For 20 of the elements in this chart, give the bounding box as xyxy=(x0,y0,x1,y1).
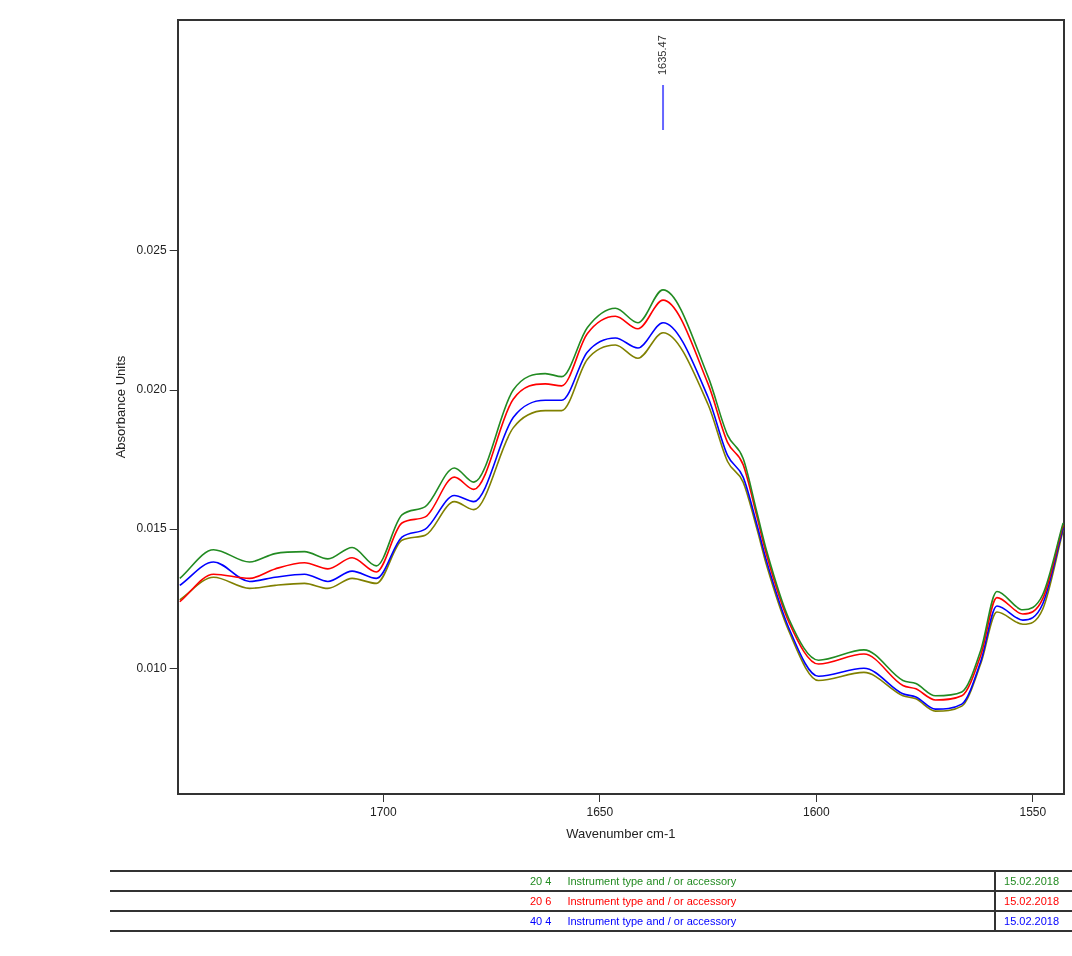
y-tick-label: 0.020 xyxy=(136,382,167,397)
text: 20 4 xyxy=(110,871,560,891)
y-tick-label: 0.015 xyxy=(136,521,167,536)
x-axis-title: Wavenumber cm-1 xyxy=(566,825,676,841)
x-tick-label: 1550 xyxy=(1019,804,1047,819)
text: Instrument type and / or accessory xyxy=(559,891,996,911)
y-tick-label: 0.025 xyxy=(136,243,167,258)
text: Instrument type and / or accessory xyxy=(559,911,996,931)
x-tick-label: 1700 xyxy=(369,804,397,819)
text: 20 6 xyxy=(110,891,560,911)
x-tick-label: 1600 xyxy=(802,804,830,819)
text: 15.02.2018 xyxy=(995,871,1072,891)
x-tick-label: 1650 xyxy=(586,804,614,819)
text: 15.02.2018 xyxy=(995,891,1072,911)
y-tick-label: 0.010 xyxy=(136,660,167,675)
annotation: 1635.47 xyxy=(656,35,669,75)
text: 40 4 xyxy=(110,911,560,931)
text: Instrument type and / or accessory xyxy=(559,871,996,891)
text: 15.02.2018 xyxy=(995,911,1072,931)
y-axis-title: Absorbance Units xyxy=(113,355,129,459)
